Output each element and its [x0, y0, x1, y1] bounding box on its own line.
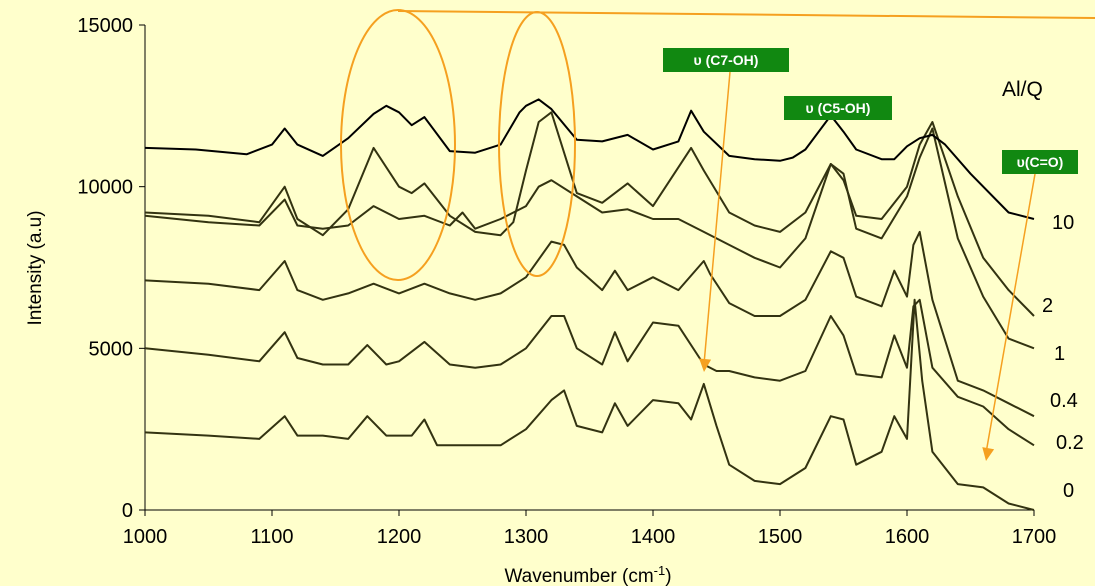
annotation-badge — [1002, 150, 1078, 174]
connector-line — [397, 10, 1095, 19]
annotation-label: υ (C5-OH) — [806, 100, 871, 116]
annotation-badge — [663, 48, 789, 72]
series-line — [144, 298, 1035, 511]
x-axis-title: Wavenumber (cm-1) — [504, 563, 671, 586]
y-tick-label: 5000 — [89, 338, 134, 360]
series-label: 2 — [1042, 295, 1053, 317]
annotation-label: υ(C=O) — [1017, 154, 1064, 170]
annotation-badge — [784, 96, 892, 120]
x-tick-label: 1200 — [377, 526, 422, 548]
series-line — [144, 98, 1035, 220]
series-label: 10 — [1052, 212, 1074, 234]
annotation-arrow — [985, 173, 1036, 454]
series-label: 0.4 — [1050, 390, 1078, 412]
highlight-ellipse — [498, 11, 576, 277]
x-tick-label: 1500 — [758, 526, 803, 548]
arrow-head — [699, 358, 712, 372]
series-label: 0.2 — [1056, 432, 1084, 454]
series-line — [144, 230, 1035, 418]
y-axis-title: Intensity (a.u) — [25, 210, 46, 325]
series-label: 1 — [1054, 343, 1065, 365]
annotation-label: υ (C7-OH) — [694, 52, 759, 68]
axes: 1000 1100 1200 1300 1400 1500 1600 1700 0 5000 100… — [77, 15, 1056, 548]
y-tick-label: 10000 — [77, 177, 133, 199]
series-line — [144, 298, 1035, 447]
legend-title: Al/Q — [1002, 78, 1043, 101]
series-line — [144, 127, 1035, 350]
annotation-arrow — [703, 71, 731, 365]
arrow-head — [982, 447, 995, 461]
annotations: υ (C7-OH) υ (C5-OH) υ(C=O) — [340, 9, 1095, 461]
y-tick-label: 15000 — [77, 15, 133, 37]
x-tick-label: 1300 — [504, 526, 549, 548]
highlight-ellipse — [340, 9, 456, 281]
x-tick-label: 1000 — [123, 526, 168, 548]
series-layer: 10 2 1 0.4 0.2 0 — [144, 98, 1084, 511]
y-tick-label: 0 — [122, 500, 133, 522]
x-tick-label: 1600 — [885, 526, 930, 548]
x-tick-label: 1400 — [631, 526, 676, 548]
x-tick-label: 1100 — [250, 526, 293, 548]
x-tick-label: 1700 — [1012, 526, 1057, 548]
series-label: 0 — [1063, 480, 1074, 502]
series-line — [144, 111, 1035, 317]
